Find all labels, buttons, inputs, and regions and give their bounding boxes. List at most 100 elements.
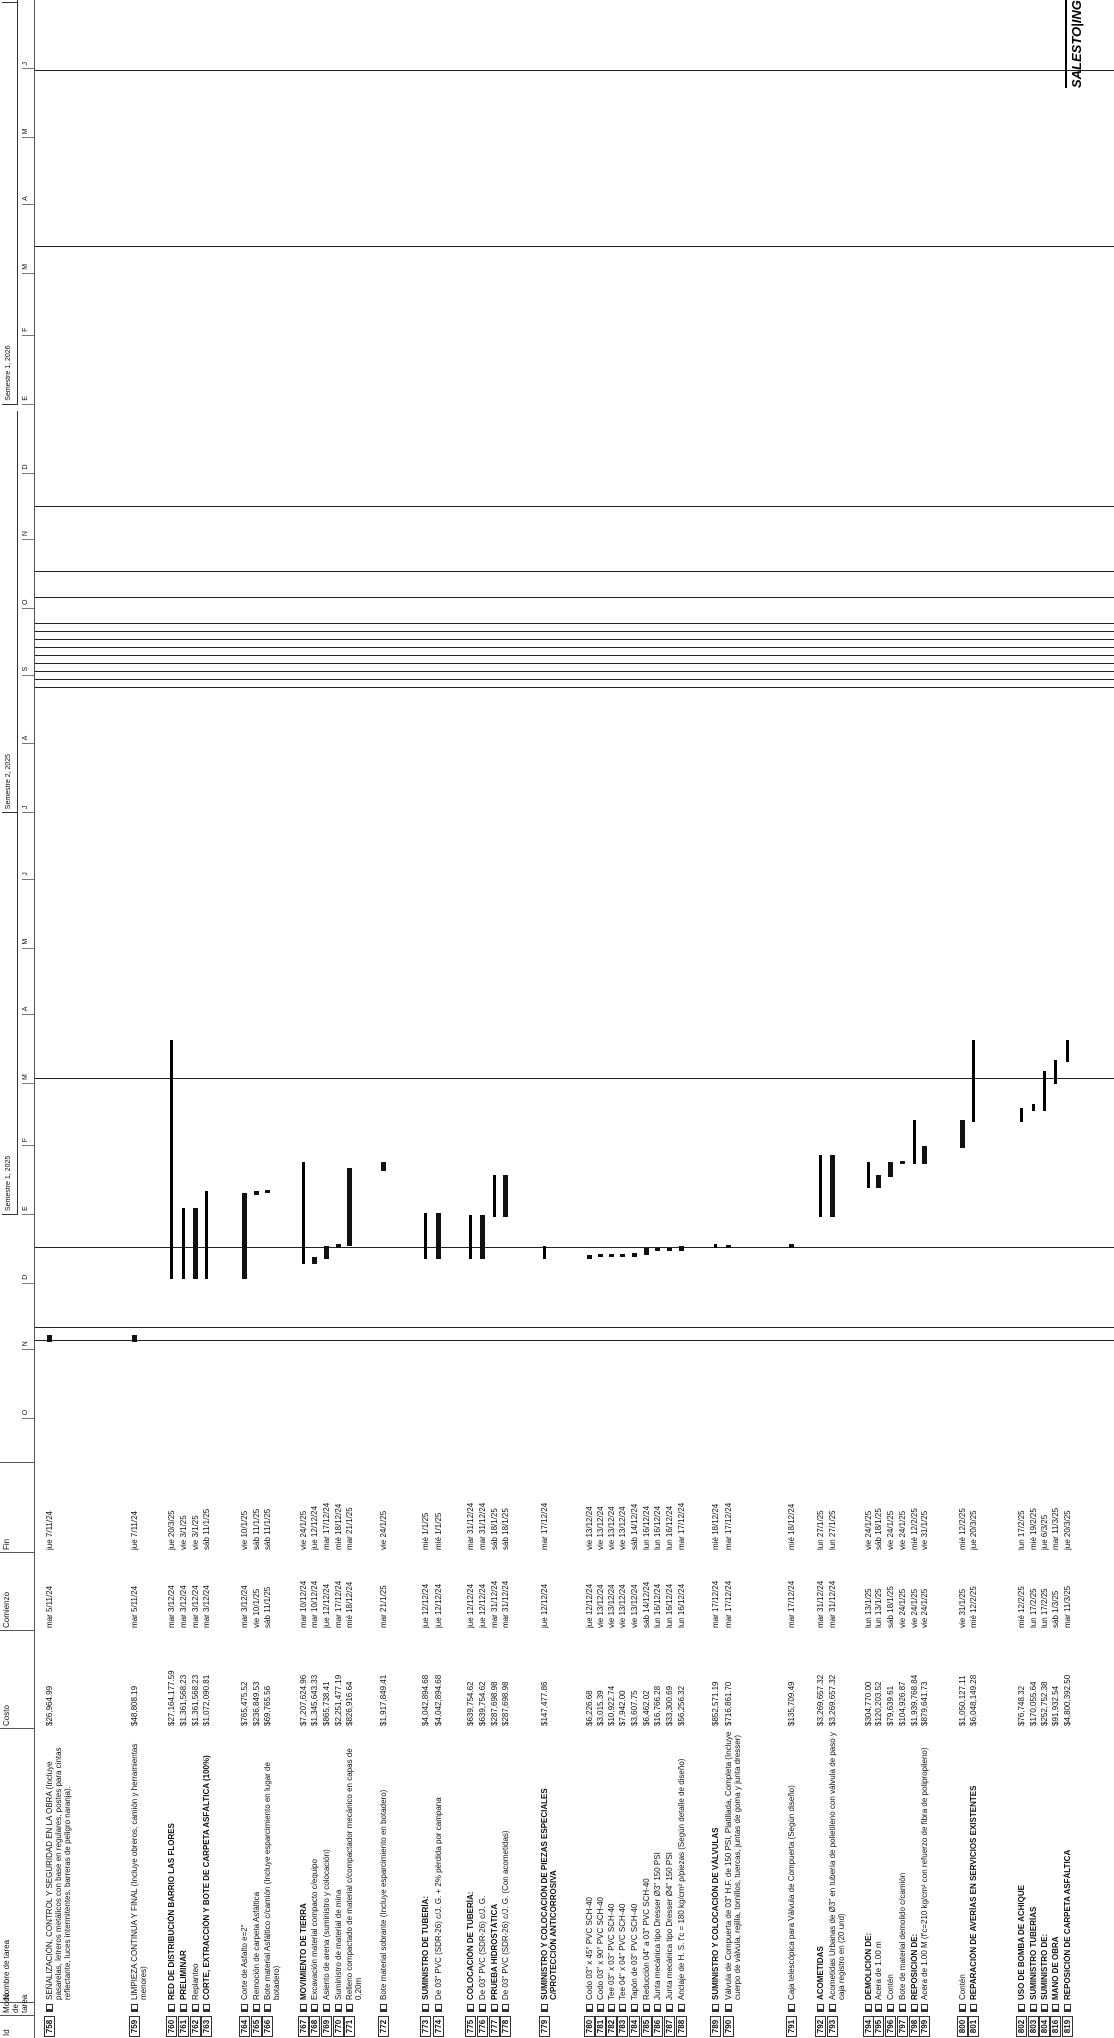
task-end: mar 11/3/25 bbox=[1051, 1507, 1061, 1550]
task-mode-icon bbox=[179, 2004, 187, 2012]
task-bar bbox=[643, 1248, 649, 1255]
task-end: vie 24/1/25 bbox=[897, 1510, 907, 1550]
task-bar bbox=[829, 1155, 835, 1218]
row-id: 803 bbox=[1028, 2016, 1040, 2037]
row-id: 763 bbox=[201, 2016, 213, 2037]
task-name: Replanteo bbox=[190, 1963, 200, 2000]
task-bar bbox=[620, 1254, 626, 1258]
task-cost: $1,050,127.11 bbox=[957, 1675, 967, 1726]
task-start: mié 12/2/25 bbox=[1017, 1586, 1027, 1628]
month-label: A bbox=[22, 196, 34, 205]
task-cost: $76,748.32 bbox=[1017, 1685, 1027, 1726]
task-cost: $1,917,849.41 bbox=[379, 1674, 389, 1726]
task-end: mié 1/1/25 bbox=[433, 1512, 443, 1550]
task-mode-icon bbox=[677, 2004, 685, 2012]
task-mode-icon bbox=[46, 2004, 53, 2012]
semester-label: Semestre 2, 2025 bbox=[2, 411, 18, 814]
task-cost: $304,770.00 bbox=[864, 1681, 873, 1727]
task-start: lun 13/1/25 bbox=[864, 1588, 873, 1628]
summary-bar bbox=[492, 1175, 496, 1218]
task-name: Caja telescópica para Válvula de Compuer… bbox=[787, 1785, 797, 2000]
task-mode-icon bbox=[711, 2004, 719, 2012]
row-id: 789 bbox=[709, 2016, 721, 2037]
task-name: SUMINISTRO DE TUBERÍA: bbox=[420, 1896, 430, 2000]
task-mode-icon bbox=[920, 2004, 928, 2012]
task-name: Junta mecánica tipo Dresser Ø3" 150 PSI bbox=[653, 1852, 663, 2000]
task-name: LIMPIEZA CONTINUA Y FINAL (Incluye obrer… bbox=[129, 1743, 148, 2000]
task-start: lun 17/2/25 bbox=[1039, 1588, 1049, 1628]
divider-line bbox=[35, 687, 1114, 688]
task-end: mié 18/12/24 bbox=[710, 1503, 720, 1550]
month-label: J bbox=[22, 872, 34, 880]
task-bar bbox=[47, 1334, 52, 1342]
task-end: mié 1/1/25 bbox=[420, 1512, 430, 1550]
task-mode-icon bbox=[467, 2004, 475, 2012]
task-mode-icon bbox=[887, 2004, 895, 2012]
summary-bar bbox=[912, 1119, 916, 1164]
task-end: vie 13/12/24 bbox=[618, 1506, 628, 1550]
row-id: 762 bbox=[189, 2016, 201, 2037]
task-start: sáb 14/12/24 bbox=[641, 1581, 651, 1628]
month-label: M bbox=[22, 263, 34, 274]
task-end: sáb 11/1/25 bbox=[202, 1508, 212, 1550]
row-id: 761 bbox=[177, 2016, 189, 2037]
task-bar bbox=[503, 1175, 509, 1218]
summary-bar bbox=[469, 1215, 473, 1260]
task-mode-icon bbox=[502, 2004, 510, 2012]
task-name: Tee 04" x 04" PVC SCH-40 bbox=[618, 1903, 628, 2000]
task-bar bbox=[725, 1245, 731, 1249]
task-start: mar 3/12/24 bbox=[167, 1585, 177, 1628]
task-mode-icon bbox=[910, 2004, 918, 2012]
month-label: O bbox=[22, 599, 34, 609]
task-cost: $639,754.62 bbox=[466, 1681, 476, 1727]
task-mode-icon bbox=[642, 2004, 650, 2012]
task-cost: $716,861.70 bbox=[723, 1681, 733, 1727]
row-id: 777 bbox=[488, 2016, 500, 2037]
task-start: mar 17/12/24 bbox=[710, 1580, 720, 1628]
task-end: mar 21/1/25 bbox=[345, 1507, 355, 1550]
task-cost: $3,607.75 bbox=[630, 1690, 639, 1726]
task-mode-icon bbox=[311, 2004, 319, 2012]
task-name: PRELIMINAR bbox=[178, 1950, 188, 2000]
task-start: mié 18/12/24 bbox=[345, 1581, 355, 1628]
task-name: SUMINISTRO TUBERÍAS bbox=[1029, 1906, 1039, 2000]
summary-bar bbox=[170, 1039, 174, 1280]
task-mode-icon bbox=[541, 2004, 549, 2012]
task-end: sáb 11/1/25 bbox=[263, 1508, 273, 1550]
divider-line bbox=[35, 246, 1114, 247]
row-id: 778 bbox=[500, 2016, 512, 2037]
summary-bar bbox=[423, 1212, 427, 1260]
row-id: 773 bbox=[419, 2016, 431, 2037]
task-bar bbox=[131, 1334, 137, 1342]
row-id: 764 bbox=[239, 2016, 250, 2037]
task-end: sáb 18/1/25 bbox=[489, 1508, 499, 1550]
task-end: vie 24/1/25 bbox=[298, 1510, 308, 1550]
month-label: D bbox=[22, 1274, 34, 1284]
month-label: F bbox=[22, 327, 34, 336]
task-start: mar 21/1/25 bbox=[379, 1585, 389, 1628]
task-start: jue 12/12/24 bbox=[477, 1583, 487, 1628]
row-id: 779 bbox=[539, 2016, 551, 2037]
task-start: mar 3/12/24 bbox=[178, 1585, 188, 1628]
task-end: lun 27/1/25 bbox=[827, 1510, 837, 1550]
row-id: 787 bbox=[664, 2016, 676, 2037]
task-end: vie 31/1/25 bbox=[919, 1510, 929, 1550]
divider-line bbox=[35, 655, 1114, 656]
column-header: Modo de tarea bbox=[0, 1993, 35, 2015]
task-name: Bote de material demolido c/camión bbox=[897, 1872, 907, 2000]
row-id: 816 bbox=[1050, 2016, 1062, 2037]
task-bar bbox=[479, 1215, 485, 1260]
task-cost: $7,942.00 bbox=[618, 1690, 628, 1726]
task-start: lun 13/1/25 bbox=[874, 1588, 884, 1628]
task-cost: $4,042,894.68 bbox=[433, 1674, 443, 1726]
row-id: 799 bbox=[918, 2016, 930, 2037]
task-end: mié 12/2/25 bbox=[909, 1508, 919, 1550]
task-start: mar 31/12/24 bbox=[501, 1580, 511, 1628]
task-bar bbox=[335, 1243, 341, 1249]
task-name: Tee 03" x 03" PVC SCH-40 bbox=[606, 1903, 616, 2000]
task-name: Excavación material compacto c/equipo bbox=[310, 1859, 320, 2000]
task-name: Bote material Asfáltico c/camión (Incluy… bbox=[263, 1762, 282, 2000]
task-cost: $10,922.74 bbox=[606, 1685, 616, 1726]
month-label: M bbox=[22, 1074, 34, 1085]
